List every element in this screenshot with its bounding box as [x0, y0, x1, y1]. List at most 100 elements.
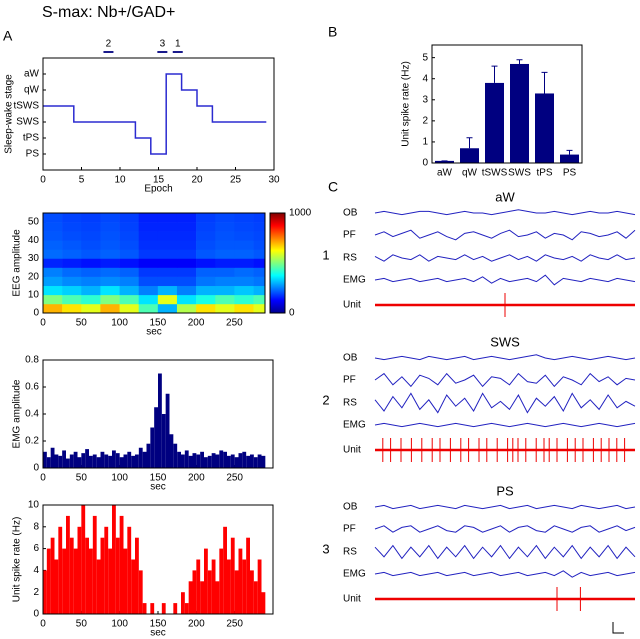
- heat-cell: [234, 249, 254, 259]
- y-axis-label: Sleep-wake stage: [4, 74, 15, 154]
- channel-label: RS: [343, 547, 357, 558]
- hist-bar: [184, 450, 189, 468]
- heat-cell: [234, 222, 254, 232]
- x-tick-label: 150: [149, 318, 166, 329]
- y-tick-label: 8: [33, 521, 39, 532]
- hist-bar: [188, 581, 193, 614]
- y-tick-label: 0.6: [25, 382, 39, 393]
- hist-bar: [215, 454, 220, 468]
- trace: [374, 254, 636, 262]
- y-tick-label: 0: [33, 463, 39, 474]
- x-tick-label: 200: [188, 318, 205, 329]
- hist-bar: [204, 457, 208, 468]
- hist-bar: [161, 603, 166, 614]
- heat-cell: [157, 240, 178, 250]
- hist-bar: [257, 454, 262, 468]
- hist-bar: [238, 453, 243, 468]
- heat-cell: [100, 276, 120, 287]
- hist-bar: [177, 451, 181, 468]
- heat-cell: [138, 276, 159, 287]
- x-tick-label: tSWS: [482, 168, 508, 179]
- y-tick-label: 4: [33, 565, 39, 576]
- channel-label: OB: [343, 353, 358, 364]
- trace: [374, 209, 636, 216]
- hist-bar: [211, 453, 216, 468]
- hist-bar: [200, 451, 204, 468]
- heat-cell: [176, 240, 197, 250]
- heat-cell: [138, 222, 159, 232]
- heat-cell: [119, 276, 139, 287]
- hist-bar: [73, 548, 78, 614]
- annotation: 2: [106, 39, 112, 50]
- hist-bar: [135, 537, 139, 614]
- axes-frame: [431, 44, 583, 164]
- heat-cell: [100, 303, 120, 314]
- heat-cell: [119, 258, 139, 268]
- heat-cell: [43, 285, 63, 296]
- heat-cell: [62, 213, 82, 223]
- x-tick-label: 50: [76, 619, 88, 630]
- heat-cell: [62, 276, 82, 287]
- hist-bar: [127, 451, 132, 468]
- heat-cell: [176, 276, 197, 287]
- hist-bar: [119, 515, 124, 614]
- annotation: 3: [160, 39, 166, 50]
- hist-bar: [92, 515, 97, 614]
- hist-bar: [173, 443, 178, 468]
- hist-bar: [115, 537, 120, 614]
- x-tick-label: 30: [268, 175, 280, 186]
- y-tick-label: 0: [422, 158, 428, 169]
- hist-bar: [250, 570, 254, 614]
- bar: [435, 160, 454, 163]
- heat-cell: [43, 222, 63, 232]
- heat-cell: [253, 303, 266, 314]
- heat-cell: [100, 258, 120, 268]
- channel-label: OB: [343, 502, 358, 513]
- hist-bar: [196, 454, 201, 468]
- hist-bar: [227, 455, 231, 468]
- hist-bar: [146, 443, 151, 468]
- heat-cell: [196, 249, 216, 259]
- heat-cell: [196, 276, 216, 287]
- heat-cell: [119, 222, 139, 232]
- hist-bar: [234, 457, 239, 468]
- heat-cell: [253, 285, 266, 296]
- error-bar: [491, 65, 498, 83]
- hist-bar: [142, 603, 147, 614]
- x-tick-label: 250: [226, 318, 243, 329]
- trace: [374, 274, 636, 286]
- hist-bar: [112, 505, 116, 614]
- hist-bar: [154, 407, 158, 468]
- hist-bar: [253, 581, 258, 614]
- heat-cell: [176, 213, 197, 223]
- hist-bar: [223, 526, 227, 614]
- hist-bar: [100, 537, 105, 614]
- hist-bar: [188, 455, 193, 468]
- x-tick-label: 150: [150, 619, 167, 630]
- heat-cell: [253, 294, 266, 305]
- heat-cell: [215, 231, 235, 241]
- heat-cell: [119, 267, 139, 277]
- hist-bar: [181, 592, 185, 614]
- hist-bar: [200, 581, 204, 614]
- hist-bar: [238, 548, 243, 614]
- heat-cell: [100, 267, 120, 277]
- heat-cell: [176, 258, 197, 268]
- stage-line: [43, 73, 267, 155]
- heat-cell: [215, 222, 235, 232]
- hist-bar: [169, 434, 174, 468]
- hist-bar: [204, 548, 208, 614]
- hist-bar: [196, 559, 201, 614]
- heat-cell: [138, 267, 159, 277]
- heat-cell: [81, 276, 101, 287]
- trace: [374, 570, 636, 578]
- hist-bar: [230, 537, 235, 614]
- trace: [374, 354, 636, 361]
- y-tick-label: tSWS: [13, 101, 39, 112]
- channel-label: EMG: [343, 420, 366, 431]
- heat-cell: [157, 303, 178, 314]
- heat-cell: [253, 213, 266, 223]
- hist-bar: [58, 526, 63, 614]
- bar: [510, 63, 529, 163]
- heat-cell: [43, 249, 63, 259]
